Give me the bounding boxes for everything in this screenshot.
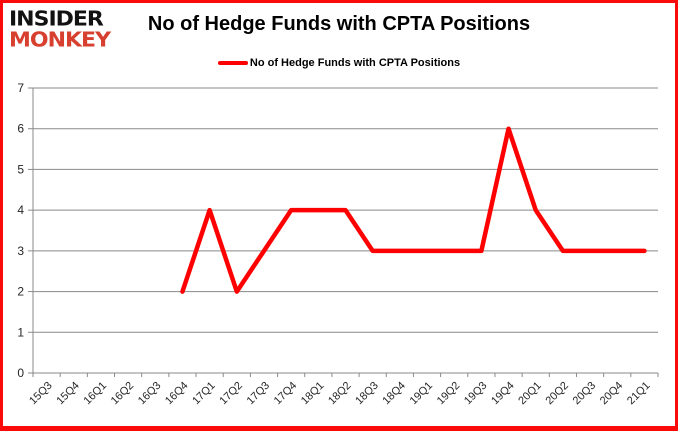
y-tick-label: 0 [17, 366, 24, 380]
x-tick-label: 19Q4 [489, 380, 517, 408]
x-tick-label: 16Q4 [163, 380, 191, 408]
logo-insider-text: INSIDER [9, 8, 104, 31]
x-tick-label: 17Q3 [245, 380, 273, 408]
x-tick-label: 18Q4 [380, 380, 408, 408]
chart-title: No of Hedge Funds with CPTA Positions [147, 13, 531, 35]
x-tick-label: 18Q3 [353, 380, 381, 408]
x-tick-label: 15Q4 [54, 380, 82, 408]
x-tick-label: 16Q1 [82, 380, 110, 408]
legend: No of Hedge Funds with CPTA Positions [3, 57, 675, 69]
y-tick-label: 1 [17, 325, 24, 339]
x-tick-label: 19Q2 [435, 380, 463, 408]
x-tick-label: 16Q3 [136, 380, 164, 408]
x-tick-label: 16Q2 [109, 380, 137, 408]
legend-line-marker [217, 61, 248, 65]
x-tick-label: 15Q3 [27, 380, 55, 408]
x-tick-label: 19Q3 [462, 380, 490, 408]
y-tick-label: 4 [17, 203, 24, 217]
x-tick-label: 20Q4 [598, 380, 626, 408]
x-tick-label: 17Q1 [190, 380, 218, 408]
y-tick-label: 2 [17, 285, 24, 299]
y-tick-label: 5 [17, 162, 24, 176]
x-tick-label: 17Q2 [217, 380, 245, 408]
insider-monkey-logo: INSIDER MONKEY [9, 8, 111, 52]
legend-label: No of Hedge Funds with CPTA Positions [249, 57, 461, 69]
x-tick-label: 20Q1 [516, 380, 544, 408]
series-line [180, 126, 647, 294]
x-tick-label: 20Q2 [543, 380, 571, 408]
x-tick-label: 21Q1 [625, 380, 653, 408]
x-tick-label: 17Q4 [272, 380, 300, 408]
y-tick-label: 6 [17, 122, 24, 136]
x-tick-label: 19Q1 [408, 380, 436, 408]
x-tick-label: 18Q1 [299, 380, 327, 408]
chart-svg: 0 1 2 3 4 5 6 7 15Q3 15Q4 16Q1 16Q2 16Q3 16Q4 17Q1 17Q2… [17, 81, 659, 408]
x-tick-label: 18Q2 [326, 380, 354, 408]
logo-monkey-text: MONKEY [9, 29, 111, 52]
x-tick-label: 20Q3 [571, 380, 599, 408]
y-tick-label: 3 [17, 244, 24, 258]
y-tick-label: 7 [17, 81, 24, 95]
